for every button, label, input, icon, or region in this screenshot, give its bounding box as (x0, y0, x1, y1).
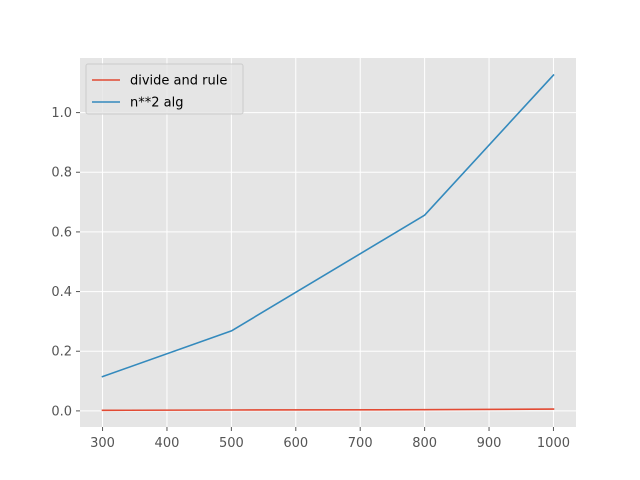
x-tick-label: 800 (412, 436, 437, 451)
y-tick-label: 0.2 (51, 345, 72, 360)
y-tick-label: 0.0 (51, 404, 72, 419)
series-line-0 (101, 408, 555, 412)
x-tick-label: 500 (219, 436, 244, 451)
legend-label-1: n**2 alg (130, 96, 183, 111)
legend-label-0: divide and rule (130, 74, 227, 89)
series-line-1 (101, 73, 555, 378)
legend-box (85, 63, 244, 115)
series-layer (101, 73, 555, 412)
x-tick-label: 700 (348, 436, 373, 451)
y-tick-label: 0.6 (51, 225, 72, 240)
y-tick-label: 0.4 (51, 285, 72, 300)
legend: divide and rule n**2 alg (85, 63, 244, 115)
y-tick-label: 0.8 (51, 166, 72, 181)
x-tick-label: 400 (155, 436, 180, 451)
grid (80, 58, 576, 427)
y-tick-label: 1.0 (51, 106, 72, 121)
x-tick-label: 1000 (537, 436, 570, 451)
axis-ticks: 300 400 500 600 700 800 900 1000 0.0 0.2 0.4 0.6 0.8… (51, 106, 570, 451)
x-tick-label: 900 (477, 436, 502, 451)
plot-area (80, 58, 576, 427)
x-tick-label: 300 (90, 436, 115, 451)
x-tick-label: 600 (283, 436, 308, 451)
